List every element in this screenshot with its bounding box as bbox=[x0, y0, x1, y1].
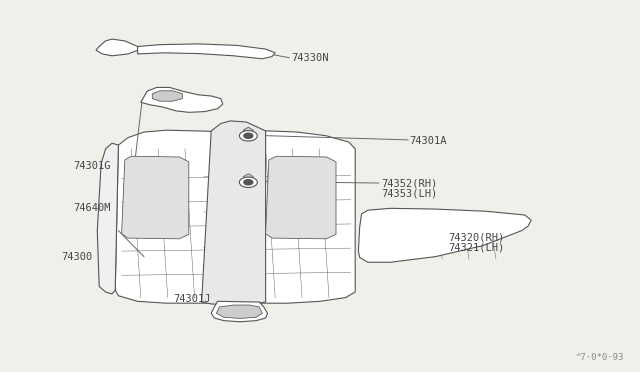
Text: 74301A: 74301A bbox=[410, 136, 447, 145]
Polygon shape bbox=[141, 87, 223, 112]
Circle shape bbox=[239, 131, 257, 141]
Polygon shape bbox=[211, 301, 268, 322]
Polygon shape bbox=[122, 156, 189, 239]
Text: ^7·0*0·93: ^7·0*0·93 bbox=[575, 353, 624, 362]
Polygon shape bbox=[358, 208, 531, 262]
Text: 74321(LH): 74321(LH) bbox=[448, 243, 504, 252]
Text: 74353(LH): 74353(LH) bbox=[381, 189, 437, 198]
Text: 74320(RH): 74320(RH) bbox=[448, 232, 504, 242]
Text: 74330N: 74330N bbox=[291, 53, 329, 62]
Polygon shape bbox=[152, 91, 182, 101]
Polygon shape bbox=[115, 130, 355, 303]
Circle shape bbox=[244, 180, 253, 185]
Text: 74301G: 74301G bbox=[74, 161, 111, 170]
Polygon shape bbox=[243, 127, 253, 133]
Polygon shape bbox=[243, 174, 253, 180]
Polygon shape bbox=[97, 143, 118, 294]
Text: 74640M: 74640M bbox=[74, 203, 111, 213]
Polygon shape bbox=[202, 121, 266, 305]
Circle shape bbox=[244, 133, 253, 138]
Polygon shape bbox=[216, 305, 262, 318]
Text: 74301J: 74301J bbox=[173, 295, 211, 304]
Polygon shape bbox=[138, 44, 275, 59]
Text: 74352(RH): 74352(RH) bbox=[381, 179, 437, 188]
Polygon shape bbox=[96, 39, 138, 56]
Text: 74300: 74300 bbox=[61, 252, 92, 262]
Polygon shape bbox=[266, 156, 336, 239]
Circle shape bbox=[239, 177, 257, 187]
